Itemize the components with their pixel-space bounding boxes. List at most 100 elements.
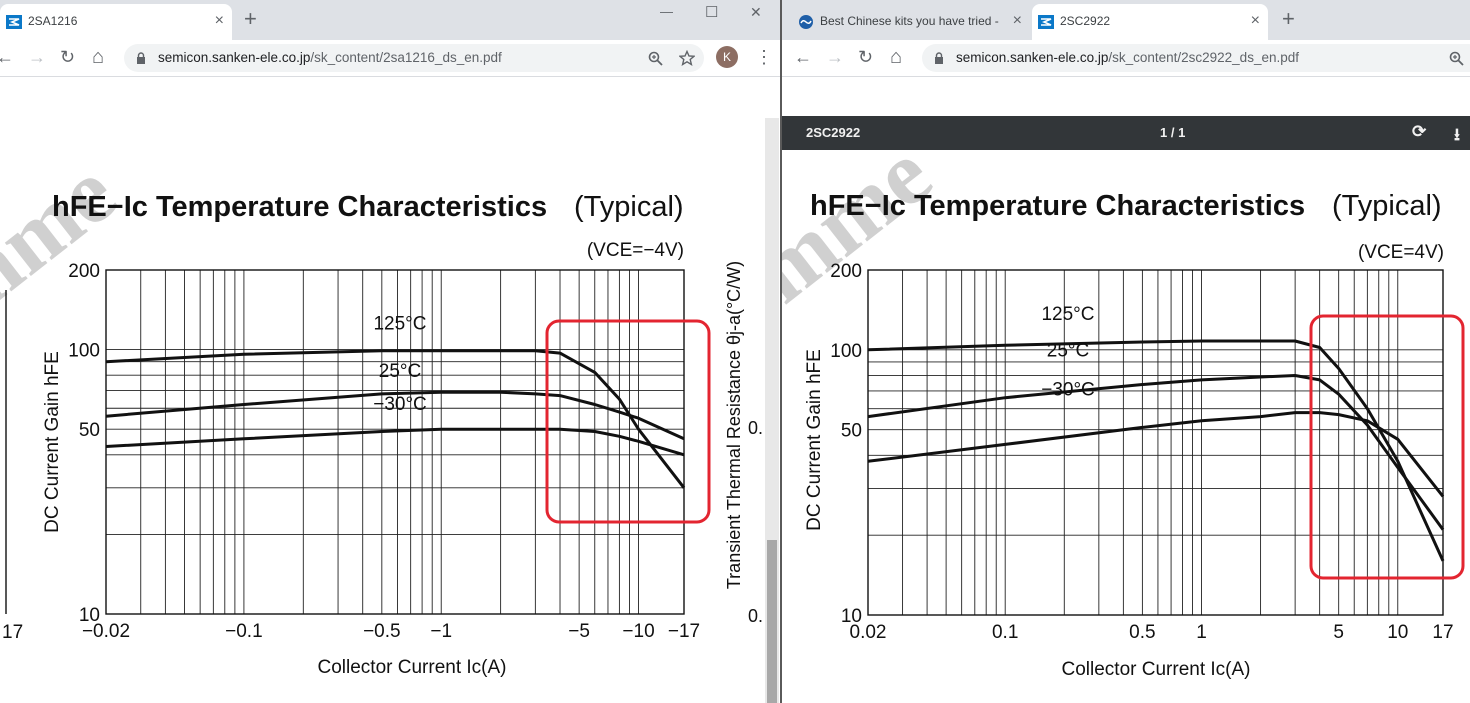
browser-toolbar: ← → ↻ ⌂ semicon.sanken-ele.co.jp/sk_cont…: [0, 40, 780, 77]
highlight-box: [1309, 314, 1465, 580]
x-tick-label: 10: [1387, 622, 1408, 643]
url-text: semicon.sanken-ele.co.jp/sk_content/2sa1…: [158, 50, 502, 65]
chart-title-note: (Typical): [574, 191, 684, 223]
chart-2sc2922: mme 125°C25°C−30°C hFE−Ic Temperature Ch…: [782, 122, 1465, 680]
tab-close-icon[interactable]: ×: [214, 12, 224, 29]
tab-title: Best Chinese kits you have tried -: [820, 14, 999, 28]
minimize-button[interactable]: —: [660, 4, 673, 19]
url-domain: semicon.sanken-ele.co.jp: [956, 50, 1109, 65]
scrollbar-thumb[interactable]: [767, 540, 777, 703]
back-button[interactable]: ←: [794, 47, 812, 67]
zoom-icon[interactable]: [1449, 51, 1464, 66]
back-button[interactable]: ←: [0, 47, 14, 67]
series-line: [867, 411, 1445, 498]
rotate-icon[interactable]: ⟳: [1412, 122, 1427, 141]
series-label: 25°C: [1047, 341, 1089, 362]
chart-title: hFE−Ic Temperature Characteristics: [52, 191, 547, 223]
forward-button[interactable]: →: [826, 47, 844, 67]
tab-close-icon[interactable]: ×: [1250, 12, 1260, 29]
side-chart-tick-2: 0.: [748, 606, 763, 626]
y-axis-label: DC Current Gain hFE: [804, 349, 825, 531]
forward-button[interactable]: →: [28, 47, 46, 67]
new-tab-button[interactable]: +: [1282, 6, 1295, 31]
series-line: [105, 349, 686, 489]
series-line: [867, 374, 1445, 531]
chart-title: hFE−Ic Temperature Characteristics: [810, 190, 1305, 222]
y-tick-labels: 200 100 50 10: [830, 261, 862, 627]
address-bar[interactable]: semicon.sanken-ele.co.jp/sk_content/2sc2…: [922, 44, 1470, 72]
x-tick-label: −10: [622, 621, 654, 642]
tab-title: 2SA1216: [28, 14, 78, 28]
series-line: [105, 390, 685, 441]
left-browser-window: 2SA1216 × + — ☐ ✕ ← → ↻ ⌂ semicon.sanken…: [0, 0, 780, 703]
x-tick-labels: −0.02 −0.1 −0.5 −1 −5 −10 −17: [82, 621, 700, 642]
reload-button[interactable]: ↻: [60, 47, 76, 67]
series-lines: 125°C 25°C −30°C: [105, 314, 686, 489]
chart-2sa1216: mme 125°C 25°C −30°C hFE−Ic Temperature Ch…: [0, 141, 763, 678]
chart-title-note: (Typical): [1332, 190, 1442, 222]
url-text: semicon.sanken-ele.co.jp/sk_content/2sc2…: [956, 50, 1299, 65]
tab-best-chinese-kits[interactable]: Best Chinese kits you have tried - ×: [792, 4, 1030, 40]
x-tick-label: −17: [668, 621, 700, 642]
y-tick-label: 100: [68, 341, 100, 362]
x-axis-label: Collector Current Ic(A): [1062, 659, 1251, 680]
home-button[interactable]: ⌂: [92, 46, 105, 68]
tab-close-icon[interactable]: ×: [1012, 12, 1022, 29]
y-tick-label: 200: [830, 261, 862, 282]
y-tick-label: 200: [68, 261, 100, 282]
series-label: 25°C: [379, 361, 421, 382]
bookmark-star-icon[interactable]: [679, 50, 695, 66]
right-browser-window: Best Chinese kits you have tried - × 2SC…: [782, 0, 1470, 703]
grid: [867, 270, 1444, 615]
plot-frame: [867, 269, 1444, 616]
series-line: [105, 427, 685, 457]
plot-frame: [105, 269, 685, 615]
address-bar[interactable]: semicon.sanken-ele.co.jp/sk_content/2sa1…: [124, 44, 704, 72]
sanken-favicon-icon: [6, 15, 22, 29]
tab-2sa1216[interactable]: 2SA1216 ×: [0, 4, 232, 40]
y-tick-label: 50: [841, 421, 862, 442]
url-domain: semicon.sanken-ele.co.jp: [158, 50, 311, 65]
y-tick-label: 10: [841, 606, 862, 627]
series-label: 125°C: [373, 314, 426, 335]
tab-strip: Best Chinese kits you have tried - × 2SC…: [782, 0, 1470, 40]
url-path: /sk_content/2sc2922_ds_en.pdf: [1108, 50, 1299, 65]
test-condition: (VCE=4V): [1358, 242, 1444, 263]
x-tick-label: −5: [568, 621, 590, 642]
highlight-box: [545, 319, 711, 524]
menu-icon[interactable]: ⋮: [755, 47, 773, 67]
series-label: 125°C: [1041, 304, 1094, 325]
x-tick-labels: 0.02 0.1 0.5 1 5 10 17: [850, 622, 1454, 643]
zoom-icon[interactable]: [648, 51, 663, 66]
maximize-button[interactable]: ☐: [705, 4, 719, 21]
browser-toolbar: ← → ↻ ⌂ semicon.sanken-ele.co.jp/sk_cont…: [782, 40, 1470, 77]
pdf-page-indicator: 1 / 1: [1160, 125, 1186, 140]
side-chart-axis-label: Transient Thermal Resistance θj-a(°C/W): [724, 261, 744, 589]
window-close-button[interactable]: ✕: [750, 4, 762, 20]
series-label: −30°C: [373, 394, 427, 415]
y-axis-label: DC Current Gain hFE: [42, 351, 63, 533]
x-tick-label: 17: [1432, 622, 1453, 643]
x-tick-label: −0.1: [225, 621, 263, 642]
tab-2sc2922[interactable]: 2SC2922 ×: [1032, 4, 1268, 40]
y-tick-label: 10: [79, 605, 100, 626]
sanken-favicon-icon: [1038, 15, 1054, 29]
watermark: mme: [0, 141, 134, 341]
x-tick-label: 0.5: [1129, 622, 1155, 643]
download-icon[interactable]: ⭳: [1454, 125, 1460, 144]
profile-avatar[interactable]: K: [716, 46, 738, 68]
new-tab-button[interactable]: +: [244, 6, 257, 31]
window-divider: [780, 0, 782, 703]
pdf-document-title: 2SC2922: [806, 125, 861, 140]
series-lines: 125°C 25°C −30°C: [867, 304, 1445, 562]
home-button[interactable]: ⌂: [890, 46, 903, 68]
x-tick-label: 0.02: [850, 622, 887, 643]
tab-title: 2SC2922: [1060, 14, 1111, 28]
lock-icon: [935, 52, 943, 64]
y-tick-labels: 200 100 50 10: [68, 261, 100, 626]
side-chart-tick: 0.: [748, 418, 763, 438]
x-tick-label: −0.02: [82, 621, 130, 642]
x-tick-label: 0.1: [992, 622, 1018, 643]
reload-button[interactable]: ↻: [858, 47, 874, 67]
tab-strip: 2SA1216 × + — ☐ ✕: [0, 0, 780, 40]
